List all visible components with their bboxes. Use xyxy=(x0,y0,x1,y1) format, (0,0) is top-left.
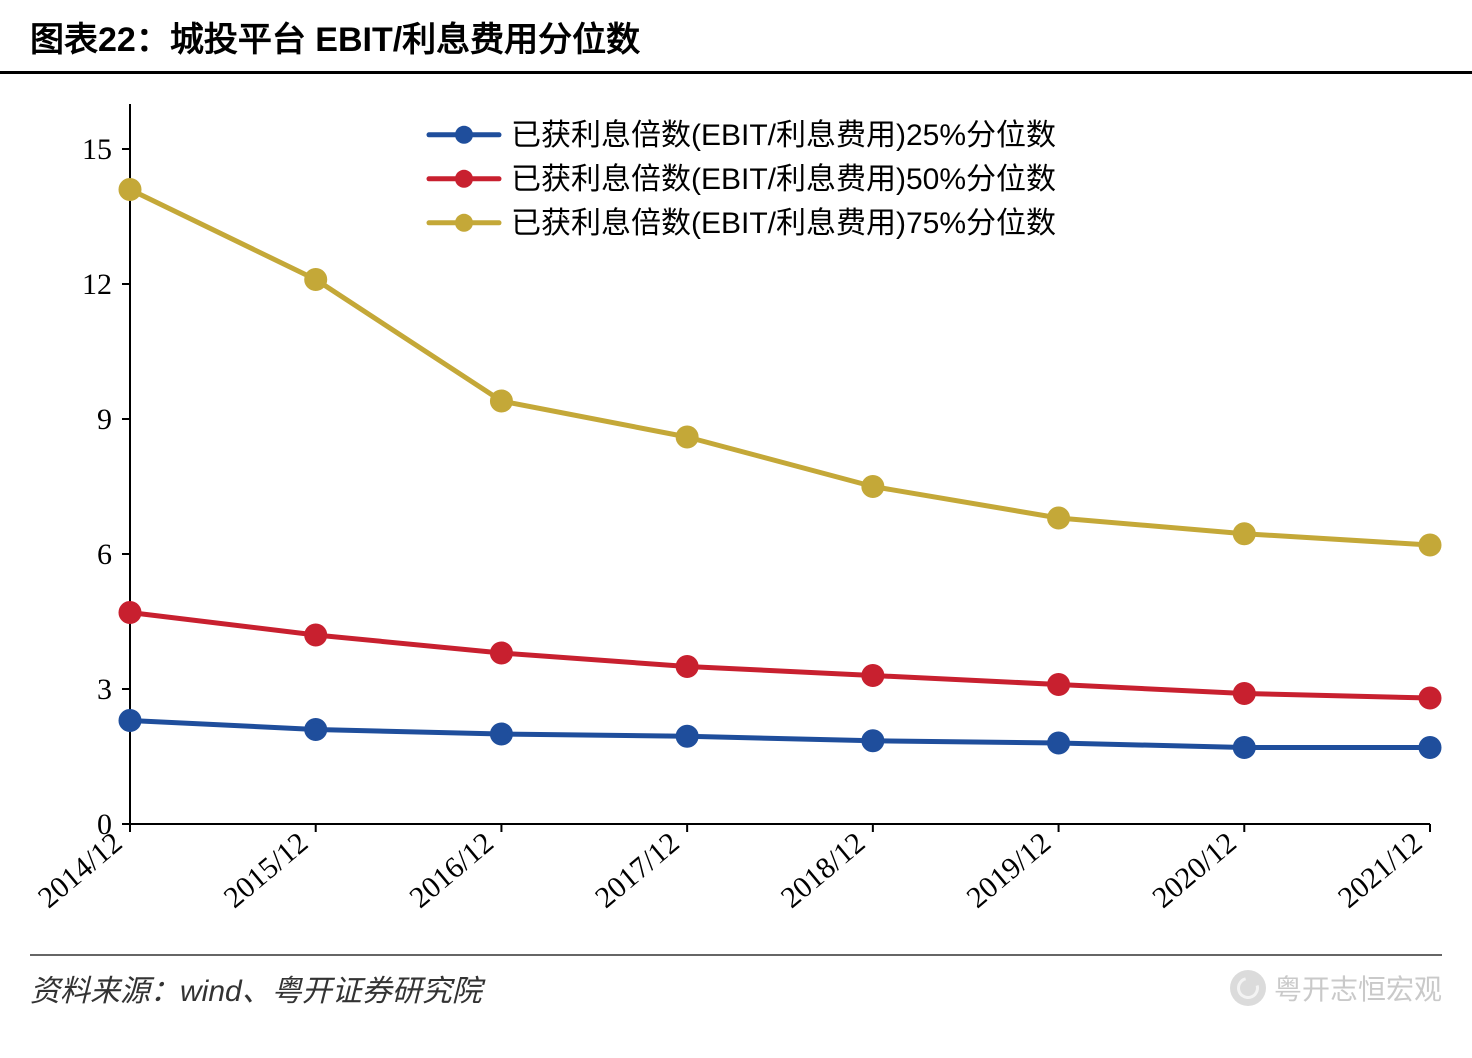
svg-text:2014/12: 2014/12 xyxy=(32,826,129,914)
svg-text:2019/12: 2019/12 xyxy=(961,826,1058,914)
svg-text:6: 6 xyxy=(97,538,112,571)
chart-area: 036912152014/122015/122016/122017/122018… xyxy=(30,84,1442,954)
svg-text:15: 15 xyxy=(82,133,112,166)
svg-text:2016/12: 2016/12 xyxy=(403,826,500,914)
svg-text:2018/12: 2018/12 xyxy=(775,826,872,914)
figure-container: 图表22：城投平台 EBIT/利息费用分位数 036912152014/1220… xyxy=(0,0,1472,1058)
svg-text:2015/12: 2015/12 xyxy=(218,826,315,914)
chart-title: 图表22：城投平台 EBIT/利息费用分位数 xyxy=(30,21,640,59)
footer-bar: 资料来源：wind、粤开证券研究院 粤开志恒宏观 xyxy=(30,954,1442,1010)
svg-text:3: 3 xyxy=(97,673,112,706)
svg-text:已获利息倍数(EBIT/利息费用)25%分位数: 已获利息倍数(EBIT/利息费用)25%分位数 xyxy=(511,119,1056,152)
svg-text:2017/12: 2017/12 xyxy=(589,826,686,914)
svg-text:2021/12: 2021/12 xyxy=(1332,826,1429,914)
svg-text:2020/12: 2020/12 xyxy=(1146,826,1243,914)
watermark-text: 粤开志恒宏观 xyxy=(1274,968,1442,1008)
watermark: 粤开志恒宏观 xyxy=(1230,968,1442,1008)
svg-text:12: 12 xyxy=(82,268,112,301)
line-chart-svg: 036912152014/122015/122016/122017/122018… xyxy=(30,84,1442,954)
svg-text:9: 9 xyxy=(97,403,112,436)
wechat-icon xyxy=(1230,970,1266,1006)
svg-text:已获利息倍数(EBIT/利息费用)50%分位数: 已获利息倍数(EBIT/利息费用)50%分位数 xyxy=(511,163,1056,196)
title-bar: 图表22：城投平台 EBIT/利息费用分位数 xyxy=(0,0,1472,74)
svg-text:已获利息倍数(EBIT/利息费用)75%分位数: 已获利息倍数(EBIT/利息费用)75%分位数 xyxy=(511,207,1056,240)
source-text: 资料来源：wind、粤开证券研究院 xyxy=(30,966,482,1010)
